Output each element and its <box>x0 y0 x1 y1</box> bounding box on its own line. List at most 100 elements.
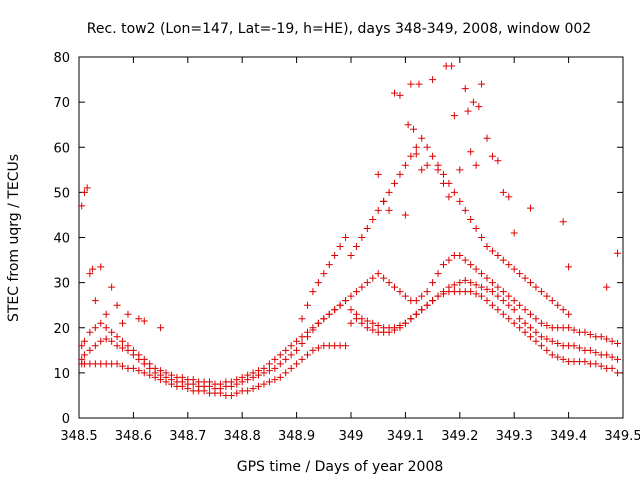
data-point <box>456 197 464 205</box>
data-point <box>488 279 496 287</box>
x-tick-label: 349.4 <box>550 429 587 444</box>
data-point <box>178 382 186 390</box>
data-point <box>80 351 88 359</box>
data-point <box>97 319 105 327</box>
data-point <box>592 349 600 357</box>
data-point <box>249 369 257 377</box>
data-point <box>135 315 143 323</box>
data-point <box>352 288 360 296</box>
data-point <box>581 358 589 366</box>
data-point <box>412 297 420 305</box>
data-point <box>385 328 393 336</box>
data-point <box>391 89 399 97</box>
data-point <box>478 283 486 291</box>
data-point <box>478 270 486 278</box>
data-point <box>108 328 116 336</box>
data-point <box>265 378 273 386</box>
data-point <box>298 355 306 363</box>
data-point <box>102 324 110 332</box>
data-point <box>265 367 273 375</box>
data-point <box>510 319 518 327</box>
data-point <box>597 333 605 341</box>
data-point <box>396 170 404 178</box>
data-point <box>385 279 393 287</box>
data-point <box>298 315 306 323</box>
data-point <box>298 340 306 348</box>
data-point <box>565 324 573 332</box>
y-tick-label: 50 <box>53 186 70 201</box>
data-point <box>255 367 263 375</box>
x-tick-label: 348.5 <box>60 429 97 444</box>
data-point <box>320 270 328 278</box>
data-point <box>374 206 382 214</box>
data-point <box>233 389 241 397</box>
data-point <box>162 378 170 386</box>
data-points <box>78 62 622 399</box>
data-point <box>559 218 567 226</box>
data-point <box>423 161 431 169</box>
data-point <box>448 62 456 70</box>
data-point <box>608 353 616 361</box>
data-point <box>412 150 420 158</box>
data-point <box>146 360 154 368</box>
data-point <box>206 378 214 386</box>
data-point <box>614 369 622 377</box>
data-point <box>461 206 469 214</box>
data-point <box>559 306 567 314</box>
data-point <box>309 346 317 354</box>
data-point <box>510 297 518 305</box>
data-point <box>461 85 469 93</box>
data-point <box>140 355 148 363</box>
data-point <box>167 380 175 388</box>
data-point <box>608 364 616 372</box>
data-point <box>119 337 127 345</box>
data-point <box>407 315 415 323</box>
data-point <box>249 385 257 393</box>
data-point <box>363 279 371 287</box>
data-point <box>505 315 513 323</box>
data-point <box>157 376 165 384</box>
data-point <box>483 297 491 305</box>
data-point <box>358 283 366 291</box>
data-point <box>108 283 116 291</box>
data-point <box>483 243 491 251</box>
data-point <box>244 371 252 379</box>
data-point <box>140 317 148 325</box>
data-point <box>581 328 589 336</box>
data-point <box>478 234 486 241</box>
data-point <box>124 342 132 350</box>
data-point <box>456 279 464 287</box>
data-point <box>575 344 583 352</box>
data-point <box>483 285 491 293</box>
data-point <box>472 161 480 169</box>
data-point <box>554 353 562 361</box>
data-point <box>570 342 578 350</box>
data-point <box>140 369 148 377</box>
data-point <box>303 301 311 309</box>
data-point <box>565 310 573 318</box>
data-point <box>461 276 469 284</box>
data-point <box>380 274 388 282</box>
data-point <box>293 346 301 354</box>
data-point <box>407 152 415 160</box>
data-point <box>456 252 464 260</box>
data-point <box>314 344 322 352</box>
y-tick-label: 60 <box>53 141 70 156</box>
data-point <box>445 193 453 201</box>
data-point <box>113 360 121 368</box>
data-point <box>499 188 507 196</box>
data-point <box>135 367 143 375</box>
data-point <box>200 387 208 395</box>
data-point <box>488 301 496 309</box>
data-point <box>119 362 127 370</box>
data-point <box>391 179 399 187</box>
data-point <box>499 310 507 318</box>
data-point <box>467 215 475 223</box>
data-point <box>412 143 420 151</box>
data-point <box>467 261 475 269</box>
data-point <box>527 324 535 332</box>
data-point <box>374 321 382 329</box>
data-point <box>78 342 86 350</box>
data-point <box>119 319 127 327</box>
data-point <box>543 335 551 343</box>
